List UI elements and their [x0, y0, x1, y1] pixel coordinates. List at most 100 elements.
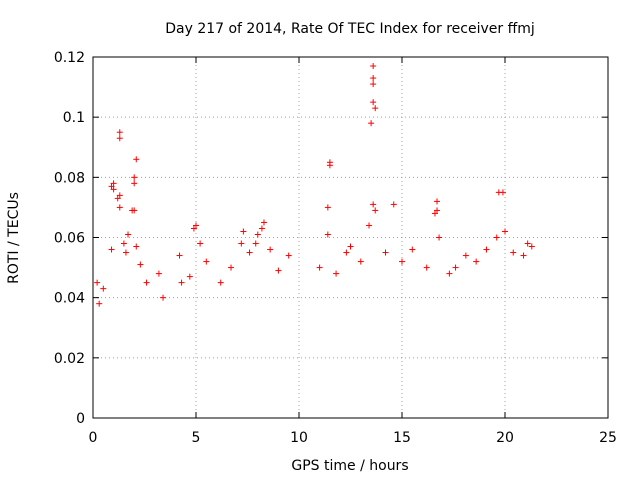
data-point — [372, 105, 379, 112]
data-point — [285, 252, 292, 259]
data-point — [436, 234, 443, 241]
data-point — [510, 249, 517, 256]
data-point — [190, 225, 197, 232]
data-point — [275, 267, 282, 274]
data-point — [260, 219, 267, 226]
y-tick-label: 0.08 — [54, 170, 85, 186]
data-point — [96, 300, 103, 307]
data-point — [493, 234, 500, 241]
data-point — [390, 201, 397, 208]
data-point — [473, 258, 480, 265]
data-point — [267, 246, 274, 253]
data-point — [434, 198, 441, 205]
data-point — [176, 252, 183, 259]
data-point — [370, 99, 377, 106]
data-point — [316, 264, 323, 271]
y-tick-label: 0 — [76, 411, 85, 427]
x-tick-label: 5 — [192, 430, 201, 446]
x-tick-label: 20 — [496, 430, 514, 446]
data-point — [131, 174, 138, 181]
data-point — [197, 240, 204, 247]
data-point — [137, 261, 144, 268]
data-point — [131, 180, 138, 187]
data-points — [94, 63, 535, 307]
data-point — [110, 186, 117, 193]
x-tick-label: 15 — [393, 430, 411, 446]
axis-ticks — [92, 56, 609, 419]
data-point — [452, 264, 459, 271]
data-point — [228, 264, 235, 271]
data-point — [343, 249, 350, 256]
x-axis-label: GPS time / hours — [291, 458, 408, 474]
plot-frame — [92, 56, 609, 419]
data-point — [125, 231, 132, 238]
data-point — [372, 207, 379, 214]
data-point — [108, 183, 115, 190]
data-point — [499, 189, 506, 196]
data-point — [193, 222, 199, 229]
data-point — [114, 195, 121, 202]
x-tick-label: 10 — [290, 430, 308, 446]
data-point — [160, 294, 167, 301]
data-point — [520, 252, 527, 259]
data-point — [116, 129, 123, 136]
data-point — [370, 63, 377, 70]
data-point — [528, 243, 535, 250]
data-point — [155, 270, 162, 277]
chart-title: Day 217 of 2014, Rate Of TEC Index for r… — [165, 21, 535, 37]
data-point — [409, 246, 416, 253]
x-tick-label: 0 — [89, 430, 98, 446]
data-point — [370, 81, 377, 88]
data-point — [131, 207, 138, 214]
y-tick-label: 0.12 — [54, 50, 85, 66]
data-point — [483, 246, 490, 253]
y-tick-labels: 0 0.02 0.04 0.06 0.08 0.1 0.12 — [54, 50, 85, 427]
data-point — [502, 228, 508, 235]
data-point — [240, 228, 247, 235]
y-axis-label: ROTI / TECUs — [6, 192, 22, 284]
data-point — [370, 75, 377, 82]
data-point — [108, 246, 115, 253]
data-point — [100, 285, 107, 292]
data-point — [110, 180, 117, 187]
data-point — [246, 249, 253, 256]
data-point — [254, 231, 261, 238]
data-point — [324, 231, 331, 238]
data-point — [133, 156, 140, 163]
data-point — [116, 204, 123, 211]
grid-lines — [93, 57, 608, 418]
y-tick-label: 0.1 — [63, 110, 85, 126]
data-point — [217, 279, 224, 286]
data-point — [446, 270, 453, 277]
data-point — [238, 240, 245, 247]
data-point — [347, 243, 354, 250]
data-point — [116, 192, 123, 199]
x-tick-label: 25 — [599, 430, 617, 446]
y-tick-label: 0.02 — [54, 351, 85, 367]
data-point — [178, 279, 185, 286]
data-point — [399, 258, 405, 265]
data-point — [462, 252, 469, 259]
data-point — [258, 225, 265, 232]
data-point — [252, 240, 259, 247]
data-point — [203, 258, 210, 265]
y-tick-label: 0.04 — [54, 291, 85, 307]
data-point — [366, 222, 373, 229]
data-point — [357, 258, 364, 265]
data-point — [122, 249, 129, 256]
y-tick-label: 0.06 — [54, 231, 85, 247]
data-point — [143, 279, 150, 286]
data-point — [116, 135, 123, 142]
data-point — [368, 120, 375, 127]
data-point — [333, 270, 340, 277]
data-point — [326, 159, 333, 166]
data-point — [186, 273, 193, 280]
data-point — [423, 264, 430, 271]
data-point — [434, 207, 441, 214]
data-point — [524, 240, 531, 247]
data-point — [324, 204, 331, 211]
x-tick-labels: 0 5 10 15 20 25 — [89, 430, 617, 446]
data-point — [133, 243, 140, 250]
data-point — [431, 210, 438, 217]
